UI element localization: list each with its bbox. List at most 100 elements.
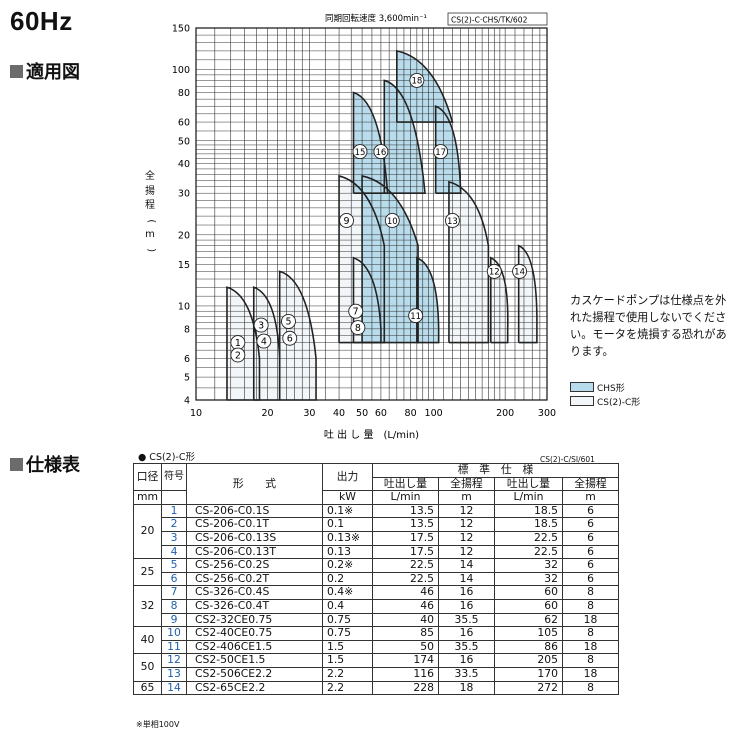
- cell-head-1: 14: [438, 558, 495, 573]
- cell-model: CS-256-C0.2T: [186, 571, 323, 587]
- spec-header-row-2: 吐出し量 全揚程 吐出し量 全揚程: [134, 476, 619, 492]
- chart-y-axis-label-char: 程: [145, 200, 155, 211]
- unit-no: [161, 490, 187, 505]
- cell-bore: 32: [133, 585, 162, 628]
- x-tick-label: 100: [425, 408, 443, 419]
- cell-output: 0.75: [322, 626, 373, 641]
- cell-head-2: 6: [562, 571, 619, 587]
- cell-no: 9: [161, 612, 187, 628]
- performance-curve: [226, 286, 261, 401]
- cell-head-1: 33.5: [438, 666, 495, 682]
- cell-flow-2: 32: [494, 558, 563, 573]
- x-tick-label: 20: [261, 408, 273, 419]
- cell-model: CS-206-C0.13T: [186, 544, 323, 560]
- section-chart-heading: 適用図: [10, 58, 80, 84]
- cell-output: 0.75: [322, 612, 373, 628]
- spec-header-row-1: 口径 符号 形 式 出力 標 準 仕 様: [133, 462, 619, 505]
- cell-model: CS-326-C0.4S: [186, 585, 323, 600]
- y-tick-label: 4: [184, 396, 190, 407]
- curve-number-marker: [350, 320, 366, 336]
- cell-head-1: 16: [438, 585, 495, 600]
- performance-curve: [352, 256, 382, 344]
- performance-curve: [396, 49, 454, 123]
- y-tick-label: 15: [178, 260, 190, 271]
- performance-curve: [383, 79, 426, 194]
- table-row: 32 7 CS-326-C0.4S 0.4※ 46 16 60 8: [133, 585, 619, 628]
- x-tick-label: 300: [538, 408, 556, 419]
- cell-head-2: 6: [562, 544, 619, 560]
- cell-no: 6: [161, 571, 187, 587]
- header-bore: 口径: [133, 462, 162, 492]
- cell-model: CS2-32CE0.75: [186, 612, 323, 628]
- chart-legend: CHS形 CS(2)-C形: [570, 380, 640, 408]
- cell-no: 13: [161, 666, 187, 682]
- cell-head-1: 35.5: [438, 612, 495, 628]
- curve-number-label: 16: [375, 148, 386, 158]
- cell-output: 2.2: [322, 666, 373, 682]
- cell-bore: 50: [133, 653, 162, 682]
- curve-number-label: 7: [353, 307, 359, 318]
- cell-model: CS2-506CE2.2: [186, 666, 323, 682]
- header-flow-1: 吐出し量: [372, 476, 439, 492]
- performance-curve: [489, 256, 509, 344]
- cell-flow-2: 105: [494, 626, 563, 641]
- cell-flow-2: 60: [494, 598, 563, 614]
- y-tick-label: 150: [172, 24, 190, 35]
- cell-model: CS2-50CE1.5: [186, 653, 323, 668]
- cell-flow-1: 85: [372, 626, 439, 641]
- table-row: 11 CS2-406CE1.5 1.5 50 35.5 86 18: [134, 639, 619, 655]
- y-tick-label: 30: [178, 189, 190, 200]
- spec-series-title: ● CS(2)-C形: [138, 452, 195, 463]
- table-row: 13 CS2-506CE2.2 2.2 116 33.5 170 18: [134, 666, 619, 682]
- cell-flow-1: 174: [372, 653, 439, 668]
- curve-number-marker: [339, 213, 354, 228]
- cell-no: 3: [161, 530, 187, 546]
- cell-model: CS-256-C0.2S: [186, 558, 323, 573]
- y-tick-label: 100: [172, 65, 190, 76]
- table-row: 40 10 CS2-40CE0.75 0.75 85 16 105 8: [133, 626, 619, 655]
- table-row: 9 CS2-32CE0.75 0.75 40 35.5 62 18: [134, 612, 619, 628]
- cell-output: 2.2: [322, 680, 373, 696]
- x-tick-label: 50: [356, 408, 368, 419]
- section-spec-label: 仕様表: [26, 455, 80, 476]
- chart-code-label: CS(2)-C·CHS/TK/602: [451, 16, 528, 25]
- performance-curve: [278, 270, 317, 401]
- cell-flow-2: 18.5: [494, 517, 563, 532]
- curve-number-marker: [444, 213, 460, 228]
- cell-output: 0.4: [322, 598, 373, 614]
- cell-head-2: 18: [562, 666, 619, 682]
- curve-number-marker: [256, 333, 272, 349]
- curve-number-marker: [512, 263, 528, 279]
- curve-number-label: 11: [410, 312, 421, 322]
- cell-output: 0.13: [322, 544, 373, 560]
- frequency-title: 60Hz: [10, 6, 73, 36]
- curve-number-label: 5: [285, 317, 291, 328]
- x-tick-label: 60: [375, 408, 387, 419]
- cell-head-1: 35.5: [438, 639, 495, 655]
- curve-number-label: 13: [447, 217, 458, 227]
- performance-curve: [416, 256, 440, 344]
- cell-no: 4: [161, 544, 187, 560]
- table-row: 2 CS-206-C0.1T 0.1 13.5 12 18.5 6: [134, 517, 619, 532]
- cell-head-2: 6: [562, 558, 619, 573]
- cell-head-2: 6: [562, 503, 619, 519]
- header-head-1: 全揚程: [438, 476, 495, 492]
- cell-output: 0.2※: [322, 558, 373, 573]
- legend-swatch-cs2: [570, 396, 594, 406]
- header-standard-spec: 標 準 仕 様: [372, 463, 619, 478]
- cell-output: 0.1※: [322, 503, 373, 519]
- cell-model: CS2-40CE0.75: [186, 626, 323, 641]
- cell-output: 0.2: [322, 571, 373, 587]
- unit-head-2: m: [562, 490, 619, 505]
- table-row: 65 14 CS2-65CE2.2 2.2 228 18 272 8: [133, 680, 619, 696]
- cell-head-1: 12: [438, 544, 495, 560]
- header-head-2: 全揚程: [562, 476, 619, 492]
- y-tick-label: 50: [178, 136, 190, 147]
- square-bullet-icon: [10, 64, 23, 78]
- unit-flow-1: L/min: [372, 490, 439, 505]
- cell-flow-1: 46: [372, 598, 439, 614]
- performance-curve: [517, 244, 538, 344]
- table-row: 3 CS-206-C0.13S 0.13※ 17.5 12 22.5 6: [134, 530, 619, 546]
- header-output: 出力: [322, 462, 373, 492]
- spec-table: 口径 符号 形 式 出力 標 準 仕 様 吐出し量 全揚程 吐出し量 全揚程 m…: [133, 462, 619, 696]
